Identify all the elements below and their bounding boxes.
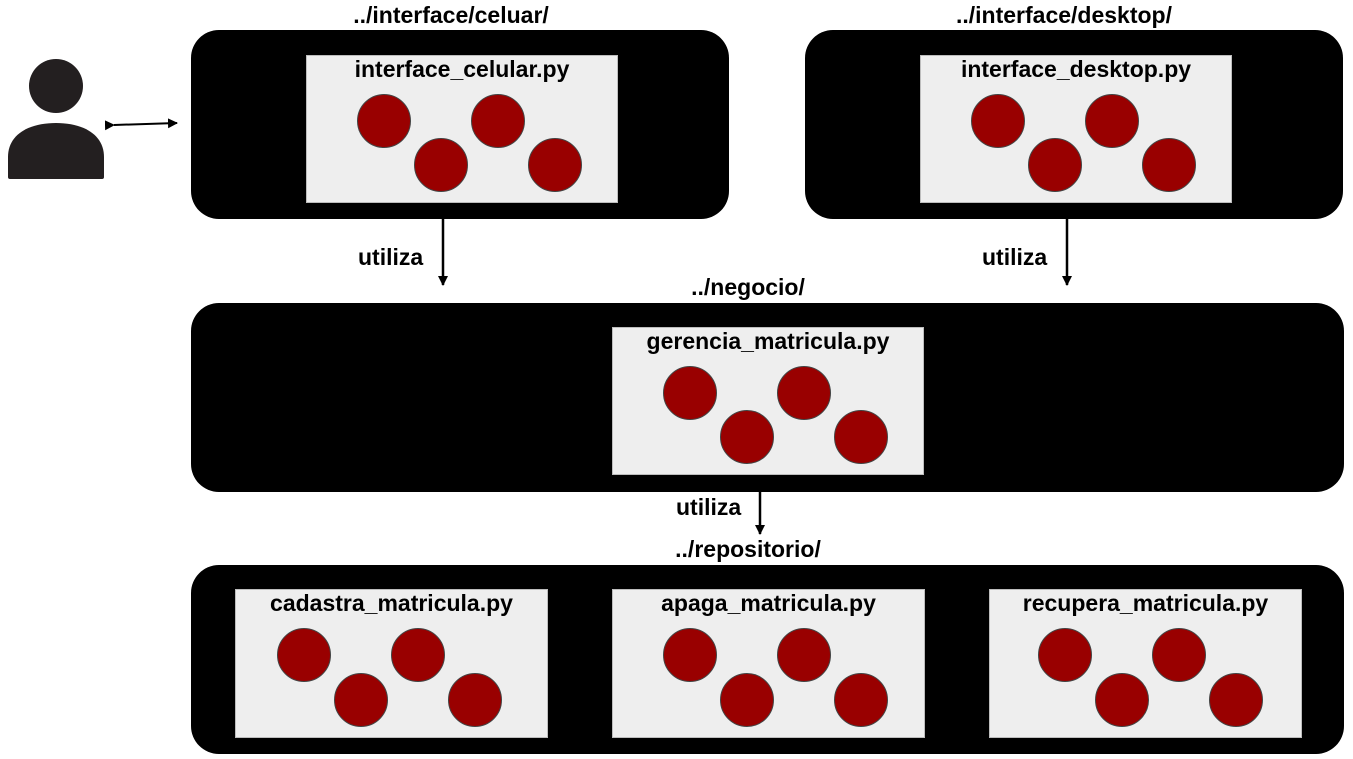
module-recupera-matricula: recupera_matricula.py bbox=[989, 589, 1302, 738]
user-icon bbox=[8, 59, 104, 179]
function-node bbox=[357, 94, 411, 148]
function-node bbox=[777, 366, 831, 420]
function-node bbox=[448, 673, 502, 727]
folder-label-negocio: ../negocio/ bbox=[691, 274, 805, 300]
folder-label-celular: ../interface/celuar/ bbox=[353, 2, 549, 28]
module-gerencia-matricula: gerencia_matricula.py bbox=[612, 327, 924, 475]
module-title: recupera_matricula.py bbox=[1022, 590, 1269, 616]
edge-label-utiliza: utiliza bbox=[358, 244, 424, 270]
module-title: interface_desktop.py bbox=[960, 56, 1192, 82]
function-node bbox=[1142, 138, 1196, 192]
module-title: interface_celular.py bbox=[354, 56, 570, 82]
edge-label-utiliza: utiliza bbox=[676, 494, 742, 520]
function-node bbox=[334, 673, 388, 727]
function-node bbox=[834, 410, 888, 464]
function-node bbox=[528, 138, 582, 192]
module-title: cadastra_matricula.py bbox=[270, 590, 513, 616]
module-apaga-matricula: apaga_matricula.py bbox=[612, 589, 925, 738]
function-node bbox=[971, 94, 1025, 148]
layer-interface-desktop: interface_desktop.py bbox=[805, 30, 1343, 219]
module-interface-celular: interface_celular.py bbox=[306, 55, 618, 203]
layer-negocio: gerencia_matricula.py bbox=[191, 303, 1344, 492]
function-node bbox=[1038, 628, 1092, 682]
folder-label-repositorio: ../repositorio/ bbox=[675, 536, 821, 562]
module-interface-desktop: interface_desktop.py bbox=[920, 55, 1232, 203]
function-node bbox=[1095, 673, 1149, 727]
layer-interface-celular: interface_celular.py bbox=[191, 30, 729, 219]
function-node bbox=[414, 138, 468, 192]
function-node bbox=[663, 628, 717, 682]
function-node bbox=[391, 628, 445, 682]
module-title: gerencia_matricula.py bbox=[646, 328, 890, 354]
layer-repositorio: cadastra_matricula.py apaga_matricula.py… bbox=[191, 565, 1344, 754]
user-interaction-arrow bbox=[104, 118, 178, 131]
folder-label-desktop: ../interface/desktop/ bbox=[955, 2, 1173, 28]
function-node bbox=[663, 366, 717, 420]
function-node bbox=[471, 94, 525, 148]
function-node bbox=[1085, 94, 1139, 148]
function-node bbox=[1028, 138, 1082, 192]
function-node bbox=[720, 673, 774, 727]
function-node bbox=[777, 628, 831, 682]
function-node bbox=[1209, 673, 1263, 727]
edge-label-utiliza: utiliza bbox=[982, 244, 1048, 270]
function-node bbox=[277, 628, 331, 682]
module-cadastra-matricula: cadastra_matricula.py bbox=[235, 589, 548, 738]
function-node bbox=[834, 673, 888, 727]
module-title: apaga_matricula.py bbox=[661, 590, 876, 616]
function-node bbox=[1152, 628, 1206, 682]
function-node bbox=[720, 410, 774, 464]
